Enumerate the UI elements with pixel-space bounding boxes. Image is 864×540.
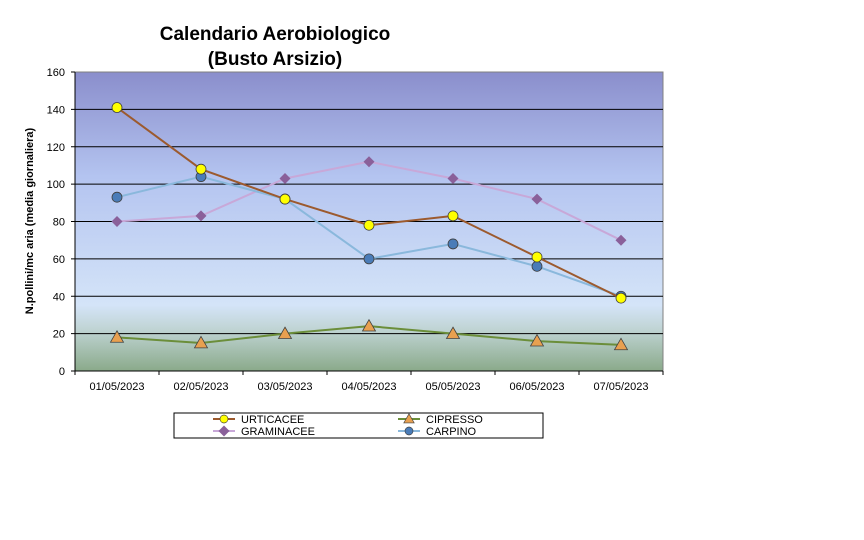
data-point-carpino [363,253,375,265]
legend-label: GRAMINACEE [241,426,315,438]
y-tick-label: 60 [53,254,65,266]
x-tick-label: 03/05/2023 [257,381,312,393]
data-point-carpino [447,238,459,250]
data-point-urticacee [111,102,123,113]
data-point-cipresso [109,330,125,343]
x-axis-ticks: 01/05/2023 02/05/2023 03/05/2023 04/05/2023… [74,371,664,393]
data-point-cipresso [529,333,545,347]
legend-label: CIPRESSO [426,414,483,426]
data-point-cipresso [193,335,209,349]
y-tick-label: 100 [47,179,65,191]
y-tick-label: 160 [47,67,65,79]
data-point-carpino [531,260,543,272]
chart-title: Calendario Aerobiologico [160,24,391,45]
legend-label: URTICACEE [241,414,304,426]
legend-entry-graminacee: GRAMINACEE [213,425,315,438]
x-tick-label: 04/05/2023 [341,381,396,393]
x-tick-label: 07/05/2023 [593,381,648,393]
data-point-graminacee [531,193,543,205]
data-point-urticacee [447,210,459,222]
data-point-graminacee [279,173,291,185]
series-group [109,102,629,351]
y-tick-label: 40 [53,291,65,303]
y-tick-label: 80 [53,217,65,229]
legend-box [173,412,544,439]
data-point-graminacee [447,173,459,185]
legend-marker [404,426,414,436]
data-point-cipresso [277,326,293,339]
data-point-graminacee [195,210,207,222]
series-cipresso [109,318,629,351]
legend-entry-carpino: CARPINO [398,426,477,438]
y-axis-ticks: 0 20 40 60 80 100 120 140 160 [47,67,75,378]
legend-entry-cipresso: CIPRESSO [398,413,483,426]
chart-subtitle: (Busto Arsizio) [208,49,342,70]
data-point-urticacee [195,163,207,175]
y-tick-label: 20 [53,329,65,341]
data-point-urticacee [531,251,543,263]
data-point-cipresso [445,326,461,339]
data-point-urticacee [363,219,375,231]
y-axis-label: N.pollini/mc aria (media giornaliera) [24,127,36,314]
legend-marker [403,413,415,424]
x-tick-label: 01/05/2023 [89,381,144,393]
data-point-graminacee [615,234,627,246]
data-point-carpino [111,191,123,203]
data-point-cipresso [361,318,377,332]
y-tick-label: 140 [47,104,65,116]
legend-marker [219,414,229,424]
data-point-graminacee [363,156,375,168]
legend-marker [218,425,230,437]
x-tick-label: 05/05/2023 [425,381,480,393]
series-graminacee [111,156,627,246]
series-urticacee [111,102,627,304]
data-point-urticacee [279,193,291,205]
data-point-urticacee [615,292,627,304]
legend: URTICACEE CIPRESSO GRAMINACEE CARPINO [173,412,544,439]
x-tick-label: 06/05/2023 [509,381,564,393]
legend-entry-urticacee: URTICACEE [213,414,304,426]
data-point-graminacee [111,216,123,227]
x-tick-label: 02/05/2023 [173,381,228,393]
legend-label: CARPINO [426,426,477,438]
y-tick-label: 0 [59,366,65,378]
y-tick-label: 120 [47,142,65,154]
data-point-cipresso [613,337,629,351]
